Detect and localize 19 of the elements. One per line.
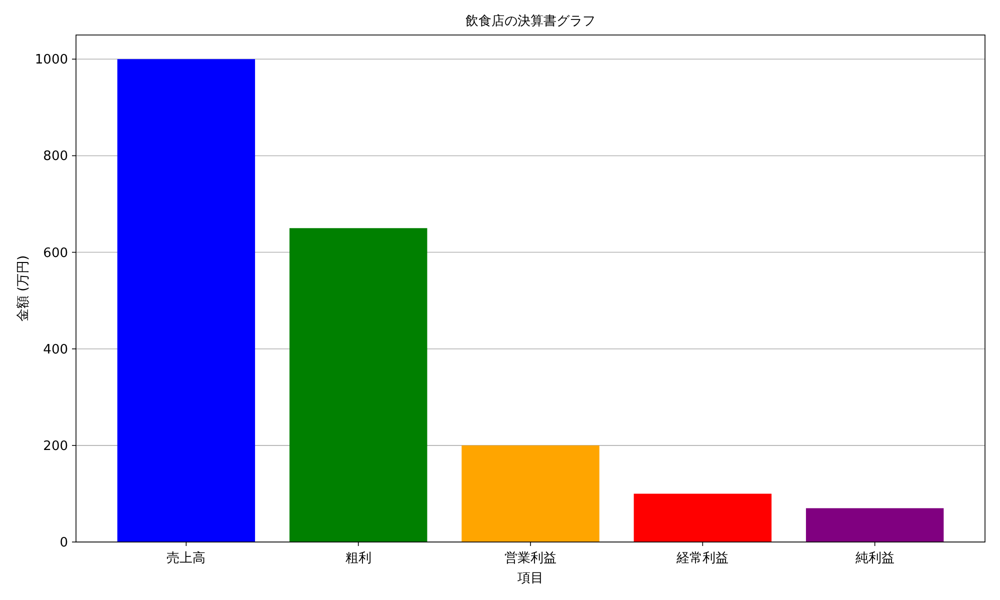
x-axis-title: 項目 xyxy=(516,571,544,586)
y-tick-label: 1000 xyxy=(34,52,68,68)
chart-title: 飲食店の決算書グラフ xyxy=(466,13,596,29)
x-tick-label: 営業利益 xyxy=(504,551,556,566)
x-tick-label: 売上高 xyxy=(166,550,206,566)
bar xyxy=(117,59,256,542)
y-tick-label: 400 xyxy=(43,342,68,358)
x-tick-label: 純利益 xyxy=(855,551,894,566)
bar xyxy=(462,445,600,542)
bar xyxy=(634,494,772,542)
y-tick-label: 0 xyxy=(60,536,68,550)
y-tick-label: 800 xyxy=(43,149,68,164)
bar xyxy=(289,228,428,542)
y-tick-label: 600 xyxy=(43,246,68,261)
x-tick-label: 粗利 xyxy=(345,551,372,566)
bar xyxy=(806,508,944,542)
y-tick-label: 200 xyxy=(43,438,68,454)
x-tick-label: 経常利益 xyxy=(676,551,729,566)
y-axis-title: 金額 (万円) xyxy=(16,255,31,322)
